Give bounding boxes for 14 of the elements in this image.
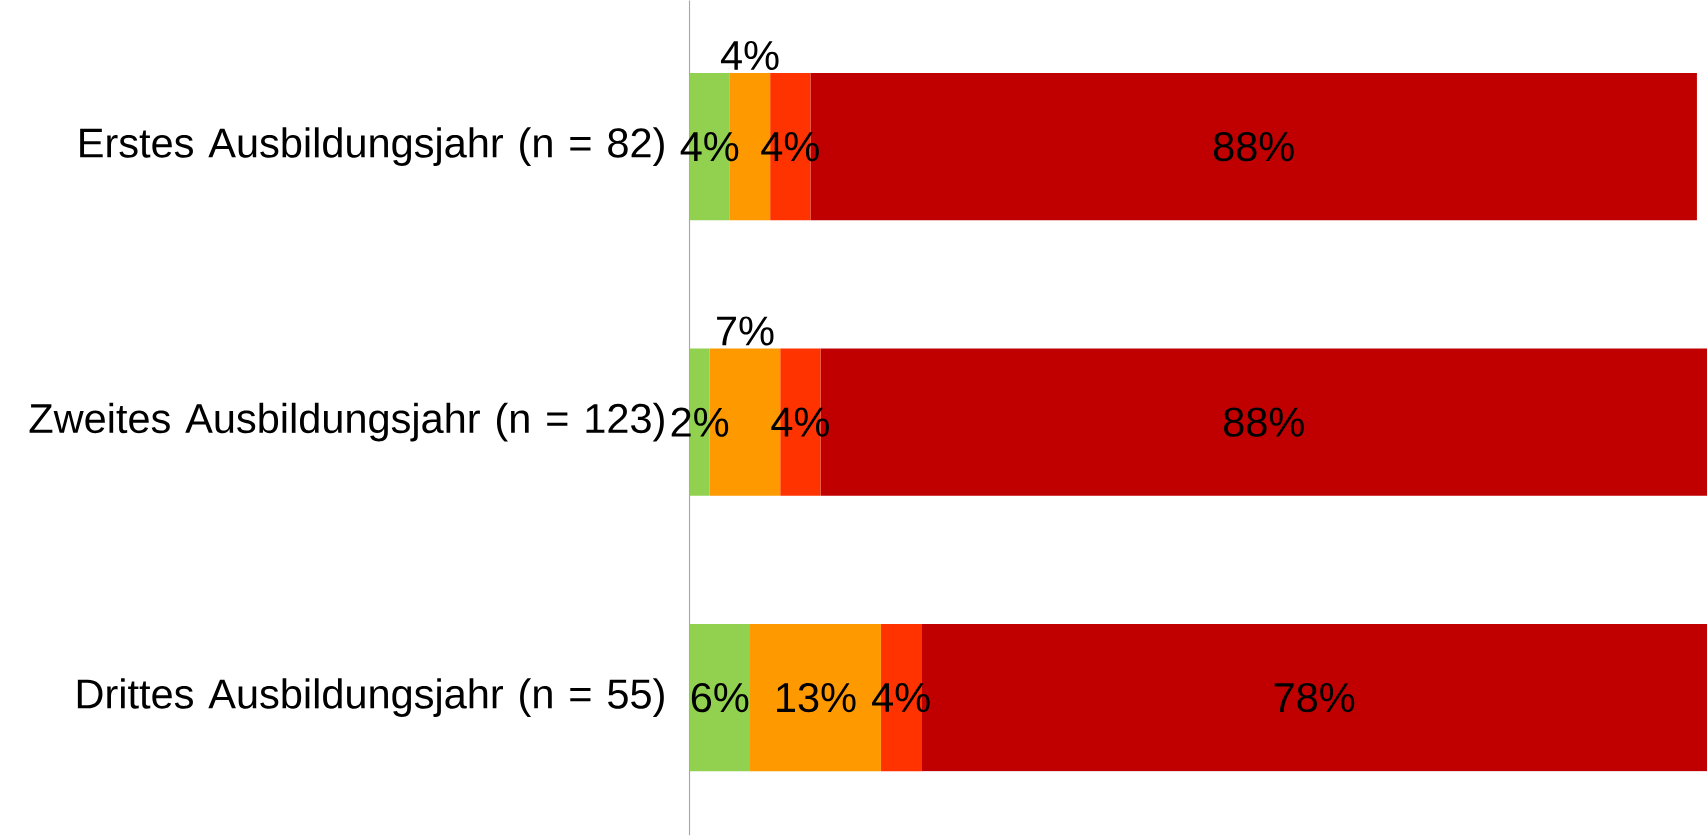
data-label: 88% (1213, 131, 1294, 162)
data-label: 4% (872, 683, 930, 713)
data-label: 78% (1274, 682, 1355, 713)
y-tick-label: Zweites Ausbildungsjahr (n = 123) (29, 402, 664, 442)
data-label: 7% (717, 316, 774, 346)
y-tick-label: Drittes Ausbildungsjahr (n = 55) (77, 678, 664, 717)
data-label: 4% (720, 40, 779, 70)
data-label: 13% (777, 682, 856, 713)
y-tick-label: Erstes Ausbildungsjahr (n = 82) (80, 127, 664, 166)
data-label: 6% (691, 682, 749, 713)
data-label: 88% (1224, 407, 1304, 437)
data-label: 4% (761, 132, 819, 162)
bar (689, 623, 750, 772)
data-label: 4% (771, 407, 829, 437)
